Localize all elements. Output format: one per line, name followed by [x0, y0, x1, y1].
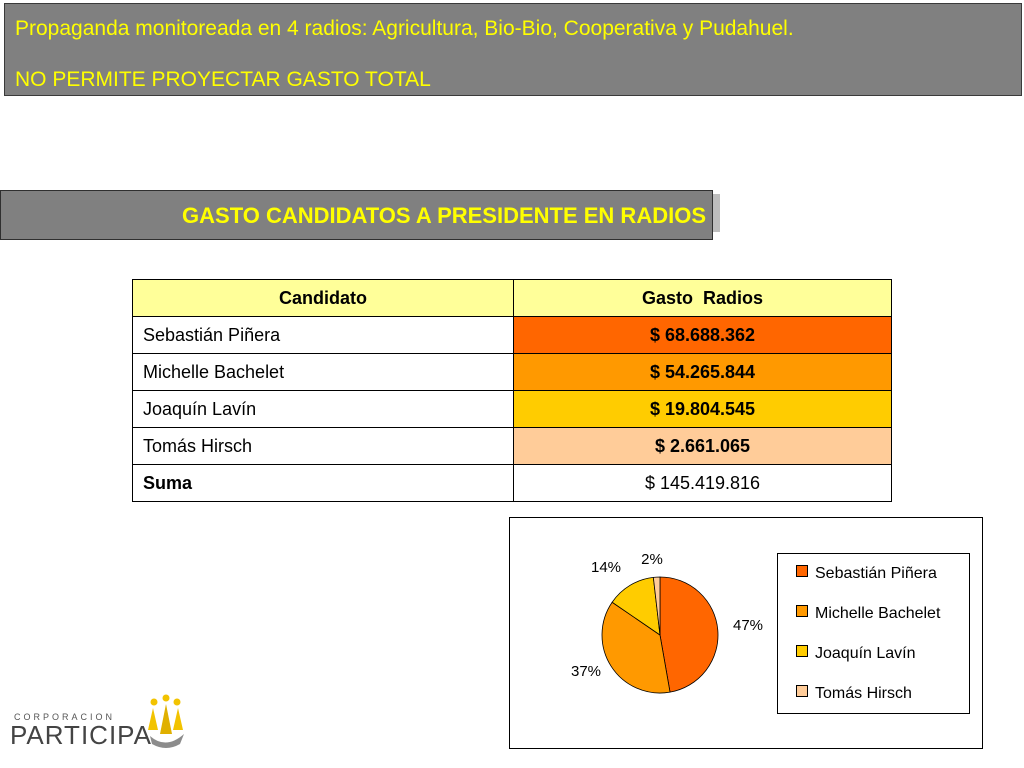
table-row: Tomás Hirsch $ 2.661.065: [132, 427, 892, 465]
chart-legend: Sebastián Piñera Michelle Bachelet Joaquín…: [777, 553, 970, 714]
pie-slice: [601, 601, 671, 694]
pie-slice: [652, 576, 661, 636]
pie-chart-svg: 47% 37% 14% 2%: [571, 551, 763, 694]
header-spending: Gasto Radios: [513, 279, 892, 317]
legend-item: Joaquín Lavín: [796, 645, 916, 663]
legend-item: Michelle Bachelet: [796, 605, 940, 623]
candidate-spending: $ 2.661.065: [513, 427, 892, 465]
pie-chart: 47% 37% 14% 2% Sebastián Piñera Michelle Bac…: [509, 517, 983, 749]
notice-line-1: Propaganda monitoreada en 4 radios: Agri…: [15, 17, 794, 40]
table-row: Michelle Bachelet $ 54.265.844: [132, 353, 892, 391]
candidate-spending: $ 54.265.844: [513, 353, 892, 391]
legend-label: Sebastián Piñera: [815, 565, 937, 582]
legend-swatch: [796, 645, 808, 657]
legend-swatch: [796, 685, 808, 697]
candidate-spending: $ 19.804.545: [513, 390, 892, 428]
title-bar: GASTO CANDIDATOS A PRESIDENTE EN RADIOS: [0, 190, 713, 240]
table-row: Sebastián Piñera $ 68.688.362: [132, 316, 892, 354]
legend-item: Sebastián Piñera: [796, 565, 937, 583]
pie-slice-label: 2%: [641, 551, 663, 568]
candidate-name: Sebastián Piñera: [132, 316, 514, 354]
sum-value: $ 145.419.816: [513, 464, 892, 502]
pie-slice-label: 14%: [591, 559, 621, 576]
table-row: Joaquín Lavín $ 19.804.545: [132, 390, 892, 428]
candidate-name: Michelle Bachelet: [132, 353, 514, 391]
candidate-spending: $ 68.688.362: [513, 316, 892, 354]
pie-slice: [659, 576, 719, 693]
logo-main-text: PARTICIPA: [10, 720, 152, 750]
candidate-name: Tomás Hirsch: [132, 427, 514, 465]
candidate-name: Joaquín Lavín: [132, 390, 514, 428]
pie-slice-label: 47%: [733, 617, 763, 634]
legend-label: Michelle Bachelet: [815, 605, 941, 622]
table-header-row: Candidato Gasto Radios: [132, 279, 892, 317]
slide-title: GASTO CANDIDATOS A PRESIDENTE EN RADIOS: [182, 203, 706, 228]
legend-label: Joaquín Lavín: [815, 645, 916, 662]
legend-swatch: [796, 605, 808, 617]
legend-label: Tomás Hirsch: [815, 685, 912, 702]
sum-label: Suma: [132, 464, 514, 502]
participa-logo: CORPORACION PARTICIPA: [10, 690, 190, 750]
legend-item: Tomás Hirsch: [796, 685, 912, 703]
spending-table: Candidato Gasto Radios Sebastián Piñera …: [132, 279, 892, 502]
notice-line-2: NO PERMITE PROYECTAR GASTO TOTAL: [15, 68, 431, 91]
logo-top-text: CORPORACION: [14, 712, 116, 722]
pie-slice-label: 37%: [571, 663, 601, 680]
legend-swatch: [796, 565, 808, 577]
table-sum-row: Suma $ 145.419.816: [132, 464, 892, 502]
header-candidate: Candidato: [132, 279, 514, 317]
logo-figures-icon: [148, 694, 184, 748]
notice-banner: Propaganda monitoreada en 4 radios: Agri…: [4, 3, 1022, 96]
